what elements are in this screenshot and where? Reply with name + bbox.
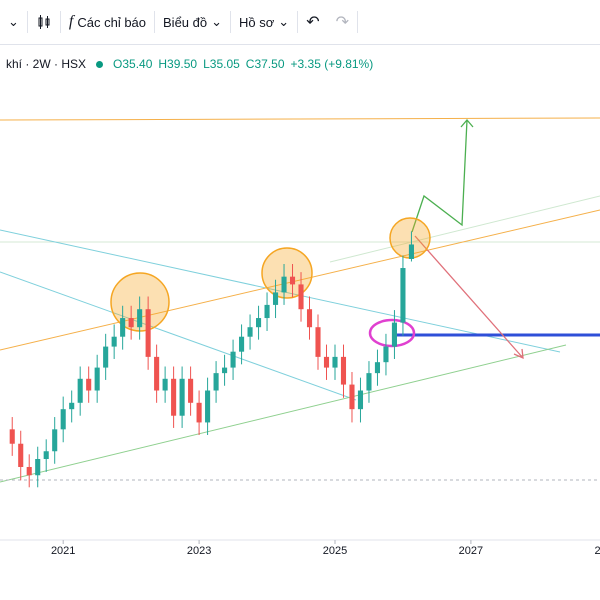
redo-button[interactable]: ↷ — [335, 14, 349, 31]
candle-body — [35, 459, 41, 476]
candle-body — [137, 309, 143, 328]
highlight-circle — [261, 247, 313, 299]
candle-body — [230, 351, 236, 368]
separator — [357, 11, 358, 33]
candle-body — [43, 451, 49, 460]
candle-body — [171, 378, 177, 416]
candle-body — [357, 390, 364, 410]
candle-body — [196, 402, 202, 423]
candle-body — [222, 367, 228, 374]
candle-body — [264, 304, 270, 319]
arrow-head — [513, 348, 524, 360]
candle-body — [103, 346, 109, 368]
separator — [59, 11, 61, 33]
down-arrow — [414, 235, 524, 359]
candle-body — [239, 336, 245, 352]
candle-body — [366, 373, 372, 391]
caret: ⌄ — [211, 14, 223, 29]
candle-body — [323, 356, 330, 368]
candle-icon — [38, 15, 50, 29]
x-tick-label: 2025 — [323, 545, 347, 557]
status-dot — [96, 60, 104, 68]
candle-body — [111, 336, 117, 347]
separator — [154, 11, 156, 33]
candle-body — [272, 292, 279, 305]
candle-body — [9, 429, 15, 444]
legend: khí · 2W · HSX O35.40 H39.50 L35.05 C37.… — [6, 57, 373, 71]
caret: ⌄ — [278, 14, 290, 29]
ohlc-open: O35.40 — [113, 57, 153, 71]
ohlc-low: L35.05 — [203, 57, 240, 71]
candle-body — [77, 378, 83, 403]
candle-body — [69, 402, 75, 410]
candle-type-button[interactable] — [28, 7, 60, 37]
x-tick-label: 2023 — [187, 545, 211, 557]
candle-body — [256, 318, 262, 328]
trend-line — [0, 271, 357, 401]
chart-menu-button[interactable]: Biểu đồ ⌄ — [155, 7, 230, 37]
candle-body — [18, 443, 24, 467]
candle-body — [52, 429, 58, 452]
candle-body — [400, 268, 406, 323]
x-tick-label: 2021 — [51, 545, 75, 557]
trend-line — [329, 195, 600, 263]
candle-body — [383, 346, 389, 363]
candle-body — [315, 327, 321, 357]
candle-body — [306, 309, 313, 328]
symbol: khí · 2W · HSX — [6, 57, 87, 71]
trend-line — [0, 229, 561, 353]
profile-button[interactable]: Hồ sơ ⌄ — [231, 7, 297, 37]
candle-body — [349, 384, 355, 410]
ohlc-high: H39.50 — [158, 57, 198, 71]
candle-body — [94, 367, 100, 391]
candle-body — [86, 378, 92, 391]
candle-body — [26, 466, 32, 476]
arrow-head — [460, 119, 474, 128]
separator — [230, 11, 232, 33]
menu-caret[interactable]: ⌄ — [8, 14, 19, 29]
candle-body — [128, 318, 134, 328]
fx-icon: f — [68, 13, 74, 30]
candle-body — [298, 284, 304, 310]
candle-body — [289, 276, 296, 285]
toolbar: ⌄ f Các chỉ báo Biểu đồ ⌄ Hồ sơ ⌄ ↶ ↷ — [0, 0, 600, 45]
candle-body — [374, 362, 381, 374]
candle-body — [60, 409, 66, 430]
ohlc-change: +3.35 (+9.81%) — [290, 57, 374, 71]
profile-label: Hồ sơ — [239, 14, 275, 30]
candle-body — [205, 390, 211, 423]
candle-body — [213, 373, 219, 391]
trend-line — [0, 344, 567, 483]
trend-line — [0, 209, 600, 351]
undo-button[interactable]: ↶ — [306, 14, 320, 31]
indicators-button[interactable]: f Các chỉ báo — [61, 7, 154, 37]
candle-body — [120, 318, 126, 337]
chart-menu-label: Biểu đồ — [163, 14, 208, 30]
separator — [26, 11, 28, 33]
candle-body — [154, 356, 160, 391]
candle-body — [340, 356, 347, 385]
separator — [297, 11, 299, 33]
candle-body — [247, 327, 253, 337]
candle-body — [281, 276, 287, 293]
horizontal-line — [0, 117, 600, 121]
x-tick-label: 2029 — [595, 545, 600, 557]
candle-body — [188, 378, 194, 403]
candle-body — [179, 378, 185, 416]
candle-body — [391, 322, 397, 347]
x-tick-label: 2027 — [459, 545, 483, 557]
indicators-label: Các chỉ báo — [77, 14, 147, 30]
chart: 2021 2023 2025 2027 2029 — [0, 117, 600, 557]
candle-body — [145, 309, 151, 357]
candle-body — [408, 244, 414, 259]
ohlc-close: C37.50 — [245, 57, 285, 71]
candle-body — [332, 356, 338, 368]
candle-body — [162, 378, 168, 391]
projection-path — [411, 119, 468, 233]
